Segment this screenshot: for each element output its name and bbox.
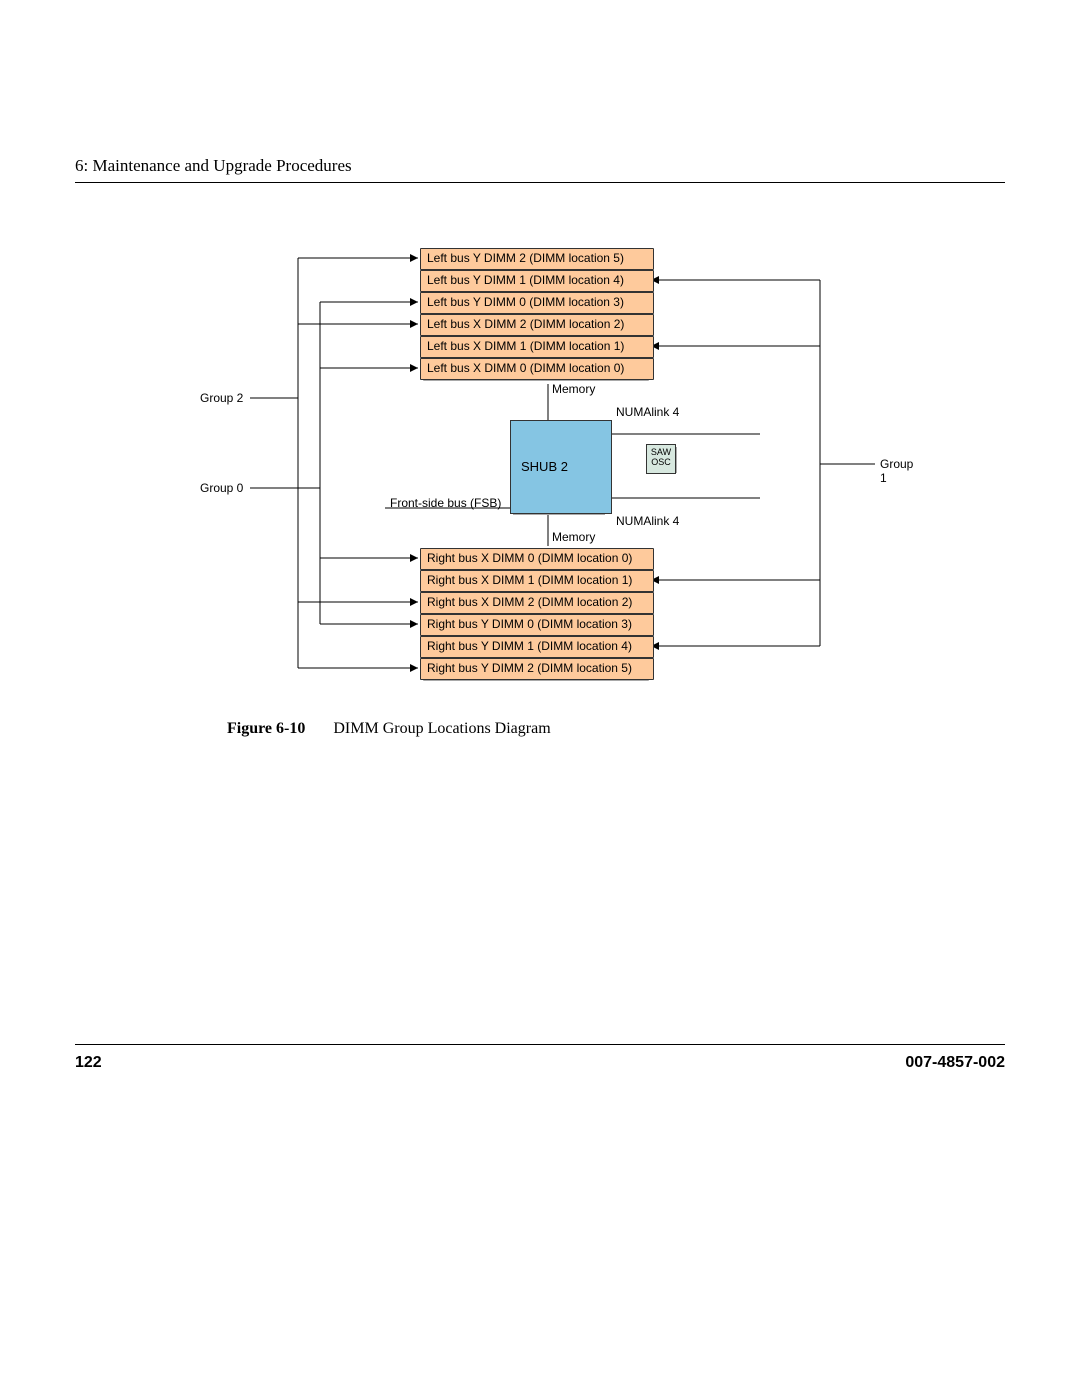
page: 6: Maintenance and Upgrade Procedures Le…	[0, 0, 1080, 1397]
dimm-bottom-4: Right bus Y DIMM 1 (DIMM location 4)	[420, 636, 654, 658]
header-rule	[75, 182, 1005, 183]
osc-box: SAWOSC	[646, 444, 676, 474]
figure-label: Figure 6-10	[227, 720, 305, 737]
dimm-top-0: Left bus Y DIMM 2 (DIMM location 5)	[420, 248, 654, 270]
dimm-top-3: Left bus X DIMM 2 (DIMM location 2)	[420, 314, 654, 336]
dimm-bottom-5: Right bus Y DIMM 2 (DIMM location 5)	[420, 658, 654, 680]
dimm-bottom-3: Right bus Y DIMM 0 (DIMM location 3)	[420, 614, 654, 636]
label-numalink-top: NUMAlink 4	[616, 405, 679, 419]
dimm-top-4: Left bus X DIMM 1 (DIMM location 1)	[420, 336, 654, 358]
dimm-diagram: Left bus Y DIMM 2 (DIMM location 5)Left …	[200, 248, 920, 708]
label-group-0: Group 0	[200, 481, 243, 495]
page-header: 6: Maintenance and Upgrade Procedures	[75, 156, 352, 176]
figure-caption: Figure 6-10 DIMM Group Locations Diagram	[227, 720, 551, 738]
figure-title: DIMM Group Locations Diagram	[333, 720, 550, 737]
page-number: 122	[75, 1054, 102, 1072]
shub-box: SHUB 2	[510, 420, 612, 514]
label-memory-top: Memory	[552, 382, 595, 396]
label-group-1: Group 1	[880, 457, 920, 485]
label-group-2: Group 2	[200, 391, 243, 405]
label-fsb: Front-side bus (FSB)	[390, 496, 501, 510]
osc-label-2: OSC	[647, 457, 675, 467]
dimm-bottom-2: Right bus X DIMM 2 (DIMM location 2)	[420, 592, 654, 614]
dimm-bottom-1: Right bus X DIMM 1 (DIMM location 1)	[420, 570, 654, 592]
dimm-top-2: Left bus Y DIMM 0 (DIMM location 3)	[420, 292, 654, 314]
shub-label: SHUB 2	[521, 459, 568, 474]
doc-number: 007-4857-002	[905, 1054, 1005, 1072]
label-numalink-bottom: NUMAlink 4	[616, 514, 679, 528]
label-memory-bottom: Memory	[552, 530, 595, 544]
dimm-top-1: Left bus Y DIMM 1 (DIMM location 4)	[420, 270, 654, 292]
dimm-top-5: Left bus X DIMM 0 (DIMM location 0)	[420, 358, 654, 380]
osc-label-1: SAW	[647, 447, 675, 457]
footer-rule	[75, 1044, 1005, 1045]
dimm-bottom-0: Right bus X DIMM 0 (DIMM location 0)	[420, 548, 654, 570]
